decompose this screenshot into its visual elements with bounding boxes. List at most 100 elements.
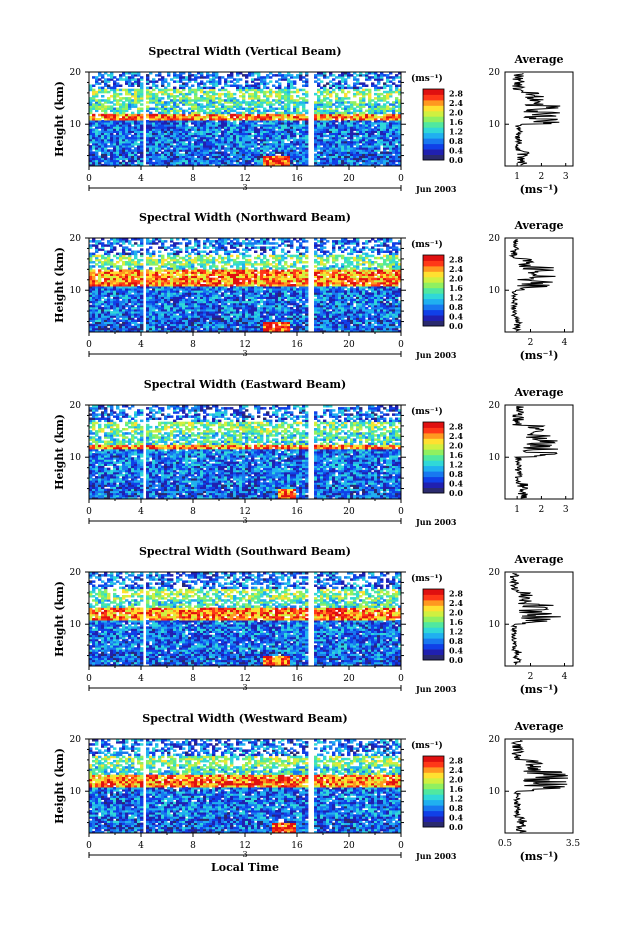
heatmap-cell	[188, 103, 192, 106]
heatmap-cell	[290, 153, 294, 156]
heatmap-cell	[128, 92, 132, 96]
heatmap-cell	[386, 153, 390, 156]
heatmap-cell	[287, 132, 291, 136]
heatmap-cell	[167, 72, 171, 75]
panel-0: Spectral Width (Vertical Beam)2010Height…	[53, 45, 574, 196]
heatmap-cell	[320, 161, 324, 165]
colorbar-segment	[423, 110, 444, 117]
heatmap-cell	[197, 151, 201, 154]
heatmap-cell	[380, 325, 384, 329]
heatmap-cell	[278, 134, 282, 138]
heatmap-cell	[197, 105, 201, 108]
heatmap-cell	[239, 138, 243, 142]
heatmap-cell	[281, 105, 285, 108]
heatmap-cell	[149, 163, 153, 167]
heatmap-cell	[245, 120, 249, 123]
heatmap-cell	[128, 145, 132, 148]
heatmap-cell	[113, 321, 117, 325]
heatmap-cell	[365, 321, 369, 325]
heatmap-cell	[251, 124, 255, 127]
heatmap-cell	[191, 107, 195, 110]
heatmap-cell	[398, 90, 402, 94]
heatmap-cell	[155, 329, 159, 333]
heatmap-cell	[212, 140, 216, 144]
heatmap-cell	[155, 92, 159, 96]
heatmap-cell	[212, 74, 216, 77]
heatmap-cell	[230, 130, 234, 133]
heatmap-cell	[176, 155, 180, 159]
heatmap-cell	[335, 151, 339, 154]
heatmap-cell	[368, 130, 372, 133]
heatmap-cell	[92, 159, 96, 163]
heatmap-cell	[287, 78, 291, 81]
heatmap-cell	[254, 138, 258, 142]
heatmap-cell	[188, 159, 192, 163]
heatmap-cell	[380, 319, 384, 322]
heatmap-cell	[170, 151, 174, 154]
heatmap-cell	[350, 153, 354, 156]
heatmap-cell	[242, 99, 246, 102]
heatmap-cell	[281, 88, 285, 92]
heatmap-cell	[320, 122, 324, 125]
average-frame	[504, 71, 574, 167]
heatmap-cell	[293, 132, 297, 136]
heatmap-cell	[359, 149, 363, 152]
heatmap-cell	[362, 92, 366, 96]
heatmap-cell	[338, 136, 342, 140]
heatmap-cell	[389, 149, 393, 152]
colorbar-segment	[423, 149, 444, 155]
heatmap-cell	[347, 143, 351, 146]
heatmap-cell	[176, 109, 180, 113]
heatmap-cell	[104, 115, 108, 119]
heatmap-cell	[164, 159, 168, 163]
heatmap-cell	[353, 109, 357, 113]
heatmap-cell	[140, 325, 144, 329]
heatmap-cell	[362, 99, 366, 102]
heatmap-cell	[137, 107, 141, 110]
heatmap-cell	[263, 101, 267, 104]
heatmap-cell	[347, 140, 351, 144]
heatmap-cell	[359, 159, 363, 163]
heatmap-cell	[365, 163, 369, 167]
heatmap-cell	[122, 111, 126, 115]
heatmap-cell	[245, 76, 249, 79]
heatmap-cell	[245, 130, 249, 133]
heatmap-cell	[299, 132, 303, 136]
heatmap-cell	[152, 101, 156, 104]
heatmap-cell	[350, 163, 354, 167]
heatmap-cell	[152, 163, 156, 167]
heatmap-cell	[218, 149, 222, 152]
heatmap-cell	[182, 149, 186, 152]
heatmap-cell	[185, 124, 189, 127]
heatmap-cell	[209, 113, 213, 117]
heatmap-cell	[182, 115, 186, 119]
heatmap-cell	[272, 149, 276, 152]
heatmap-cell	[230, 319, 234, 322]
heatmap-cell	[281, 111, 285, 115]
heatmap-cell	[218, 120, 222, 123]
heatmap-cell	[254, 120, 258, 123]
heatmap-cell	[377, 159, 381, 163]
heatmap-cell	[353, 115, 357, 119]
heatmap-cell	[215, 122, 219, 125]
heatmap-cell	[152, 153, 156, 156]
heatmap-cell	[299, 136, 303, 140]
heatmap-cell	[236, 130, 240, 133]
heatmap-cell	[176, 140, 180, 144]
heatmap-cell	[341, 132, 345, 136]
heatmap-cell	[281, 74, 285, 77]
heatmap-cell	[227, 161, 231, 165]
heatmap-cell	[209, 151, 213, 154]
heatmap-cell	[110, 86, 114, 90]
heatmap-cell	[92, 325, 96, 329]
heatmap-cell	[335, 97, 339, 100]
heatmap-cell	[158, 323, 162, 327]
heatmap-cell	[356, 74, 360, 77]
heatmap-cell	[194, 153, 198, 156]
heatmap-cell	[374, 74, 378, 77]
heatmap-cell	[374, 126, 378, 129]
heatmap-cell	[374, 151, 378, 154]
heatmap-cell	[392, 147, 396, 150]
heatmap-cell	[179, 124, 183, 127]
heatmap-cell	[371, 319, 375, 322]
